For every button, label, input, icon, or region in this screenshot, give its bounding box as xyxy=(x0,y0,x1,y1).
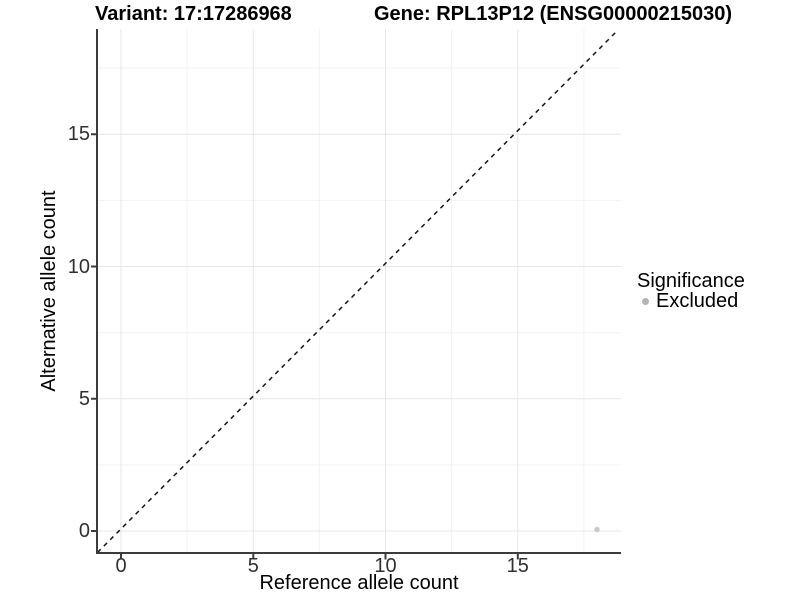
y-axis-title: Alternative allele count xyxy=(38,190,60,392)
legend-marker-excluded-icon xyxy=(642,298,649,305)
x-tick-label-15: 15 xyxy=(506,555,529,577)
y-tick-label-10: 10 xyxy=(67,255,90,278)
data-point-excluded xyxy=(594,526,600,533)
gene-title: Gene: RPL13P12 (ENSG00000215030) xyxy=(374,3,732,25)
x-tick-label-5: 5 xyxy=(247,555,259,577)
y-axis-ticks xyxy=(91,133,96,532)
identity-line xyxy=(96,29,619,554)
grid-minor-lines xyxy=(97,29,621,553)
legend-item-excluded-label: Excluded xyxy=(656,290,739,312)
y-tick-label-5: 5 xyxy=(78,387,90,410)
x-axis-title: Reference allele count xyxy=(259,572,459,594)
x-tick-label-0: 0 xyxy=(115,555,127,577)
legend-title: Significance xyxy=(637,270,745,292)
y-tick-label-15: 15 xyxy=(67,123,90,145)
x-tick-label-10: 10 xyxy=(374,555,397,577)
x-axis-ticks xyxy=(120,554,519,560)
y-tick-label-0: 0 xyxy=(78,520,90,542)
variant-title: Variant: 17:17286968 xyxy=(95,3,292,25)
grid-major-lines xyxy=(97,29,621,553)
